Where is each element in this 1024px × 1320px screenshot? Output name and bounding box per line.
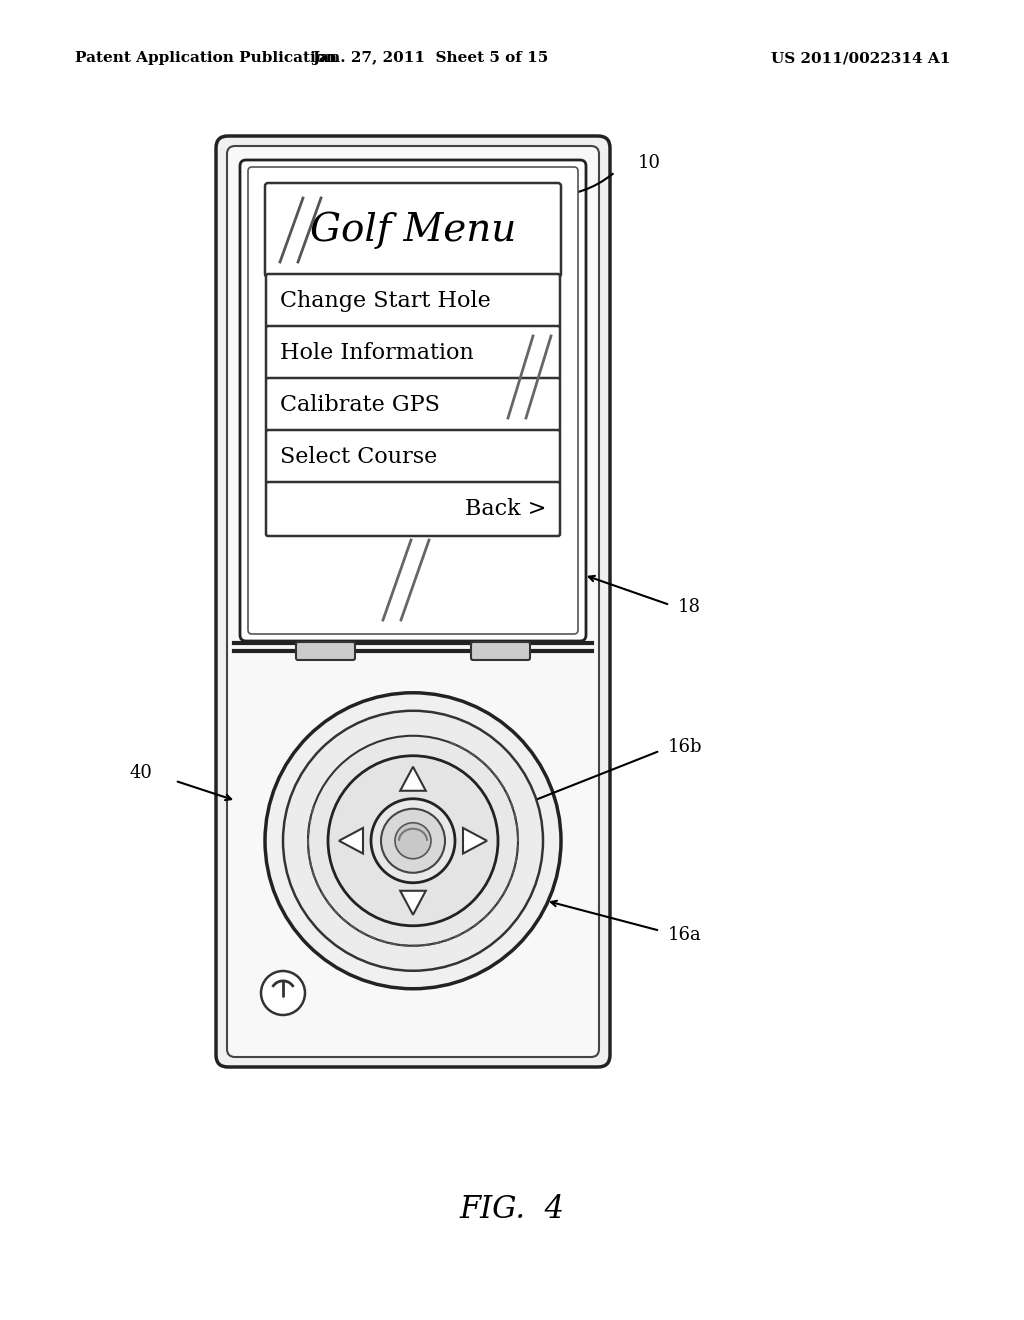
FancyBboxPatch shape — [266, 326, 560, 380]
Ellipse shape — [265, 693, 561, 989]
Ellipse shape — [395, 822, 431, 859]
Text: Select Course: Select Course — [280, 446, 437, 469]
Ellipse shape — [308, 735, 518, 945]
Text: Jan. 27, 2011  Sheet 5 of 15: Jan. 27, 2011 Sheet 5 of 15 — [312, 51, 548, 65]
Ellipse shape — [283, 710, 543, 970]
FancyBboxPatch shape — [266, 482, 560, 536]
Text: US 2011/0022314 A1: US 2011/0022314 A1 — [771, 51, 950, 65]
Text: Golf Menu: Golf Menu — [310, 211, 516, 248]
FancyBboxPatch shape — [265, 183, 561, 277]
Text: Hole Information: Hole Information — [280, 342, 474, 364]
FancyBboxPatch shape — [248, 168, 578, 634]
FancyBboxPatch shape — [266, 378, 560, 432]
Polygon shape — [339, 828, 362, 854]
Text: 40: 40 — [129, 764, 152, 781]
Circle shape — [261, 972, 305, 1015]
FancyBboxPatch shape — [266, 430, 560, 484]
Text: 18: 18 — [678, 598, 701, 616]
Ellipse shape — [328, 756, 498, 925]
Polygon shape — [400, 767, 426, 791]
Text: Back >: Back > — [465, 498, 546, 520]
FancyBboxPatch shape — [240, 160, 586, 642]
Polygon shape — [463, 828, 487, 854]
FancyBboxPatch shape — [471, 642, 530, 660]
FancyBboxPatch shape — [266, 275, 560, 327]
Ellipse shape — [371, 799, 455, 883]
Text: 10: 10 — [638, 154, 662, 172]
Polygon shape — [400, 891, 426, 915]
Text: FIG.  4: FIG. 4 — [460, 1195, 564, 1225]
FancyBboxPatch shape — [227, 147, 599, 1057]
Text: 16b: 16b — [668, 738, 702, 756]
Text: Calibrate GPS: Calibrate GPS — [280, 393, 440, 416]
FancyBboxPatch shape — [296, 642, 355, 660]
Text: 16a: 16a — [668, 925, 701, 944]
Ellipse shape — [381, 809, 445, 873]
Text: Change Start Hole: Change Start Hole — [280, 290, 490, 312]
FancyBboxPatch shape — [216, 136, 610, 1067]
Text: Patent Application Publication: Patent Application Publication — [75, 51, 337, 65]
